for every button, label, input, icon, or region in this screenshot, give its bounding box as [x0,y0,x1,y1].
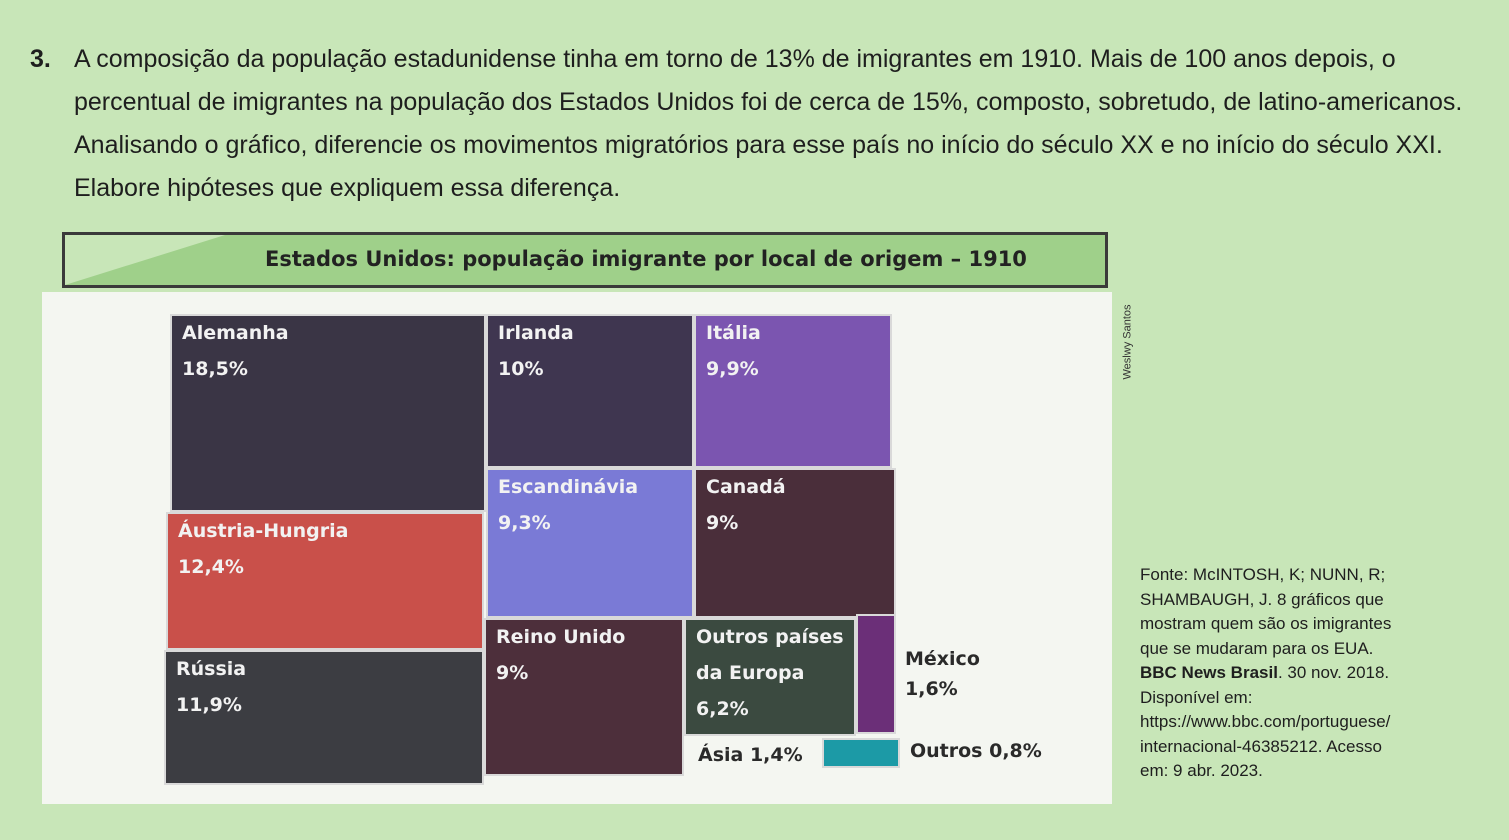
cell-label: Canadá [706,476,786,498]
cell-value: 9% [706,512,739,534]
cell-value: 9,9% [706,358,759,380]
question-number: 3. [30,45,51,73]
source-line: internacional-46385212. Acesso [1140,736,1382,756]
source-line: SHAMBAUGH, J. 8 gráficos que [1140,589,1384,609]
treemap-cell-outros_europa: Outros países da Europa 6,2% [684,618,856,736]
source-line: Disponível em: [1140,687,1253,707]
cell-value: 10% [498,358,544,380]
credit-text: Weslwy Santos [1121,304,1134,380]
cell-value: 9% [496,662,529,684]
source-line: Fonte: McINTOSH, K; NUNN, R; [1140,565,1386,584]
treemap-cell-escandinavia: Escandinávia 9,3% [486,468,694,618]
source-line: BBC News Brasil. 30 nov. 2018. [1140,661,1480,686]
source-line: em: 9 abr. 2023. [1140,761,1263,780]
illustrator-credit: Weslwy Santos [1120,296,1140,396]
cell-label-line: da Europa [696,662,805,684]
cell-label: Outros países da Europa [696,626,844,698]
cell-label: Reino Unido [496,626,626,648]
treemap-cell-austria: Áustria-Hungria 12,4% [166,512,484,650]
treemap-cell-reino: Reino Unido 9% [484,618,684,776]
cell-value: 18,5% [182,358,248,380]
outside-label-asia: Ásia 1,4% [698,744,803,766]
question-text: A composição da população estadunidense … [74,45,1463,202]
cell-label: Alemanha [182,322,289,344]
cell-label: Irlanda [498,322,574,344]
cell-label-line: Outros países [696,626,844,648]
cell-value: 11,9% [176,694,242,716]
outside-label-mexico: México 1,6% [905,644,980,704]
outside-label-outros: Outros 0,8% [910,740,1042,762]
treemap-cell-irlanda: Irlanda 10% [486,314,694,468]
cell-value: 9,3% [498,512,551,534]
source-note: Fonte: McINTOSH, K; NUNN, R; SHAMBAUGH, … [1140,563,1480,784]
outside-label-name: México [905,648,980,670]
treemap-cell-asia [822,738,900,768]
treemap-cell-canada: Canadá 9% [694,468,896,618]
chart-title: Estados Unidos: população imigrante por … [265,247,1027,271]
treemap-cell-russia: Rússia 11,9% [164,650,484,785]
cell-label: Áustria-Hungria [178,520,349,542]
title-bar-fold [65,235,225,285]
treemap-cell-italia: Itália 9,9% [694,314,892,468]
treemap-cell-alemanha: Alemanha 18,5% [170,314,486,512]
cell-value: 12,4% [178,556,244,578]
cell-label: Itália [706,322,761,344]
cell-value: 6,2% [696,698,749,720]
source-line: https://www.bbc.com/portuguese/ [1140,712,1391,731]
chart-title-bar: Estados Unidos: população imigrante por … [62,232,1108,288]
cell-label: Rússia [176,658,247,680]
source-publication: BBC News Brasil [1140,663,1278,682]
treemap-cell-mexico [856,614,896,734]
source-line: que se mudaram para os EUA. [1140,638,1374,658]
cell-label: Escandinávia [498,476,639,498]
question-block: 3. A composição da população estaduniden… [30,38,1470,210]
source-date: . 30 nov. 2018. [1277,663,1390,682]
outside-label-value: 1,6% [905,678,958,700]
source-line: mostram quem são os imigrantes [1140,614,1392,633]
